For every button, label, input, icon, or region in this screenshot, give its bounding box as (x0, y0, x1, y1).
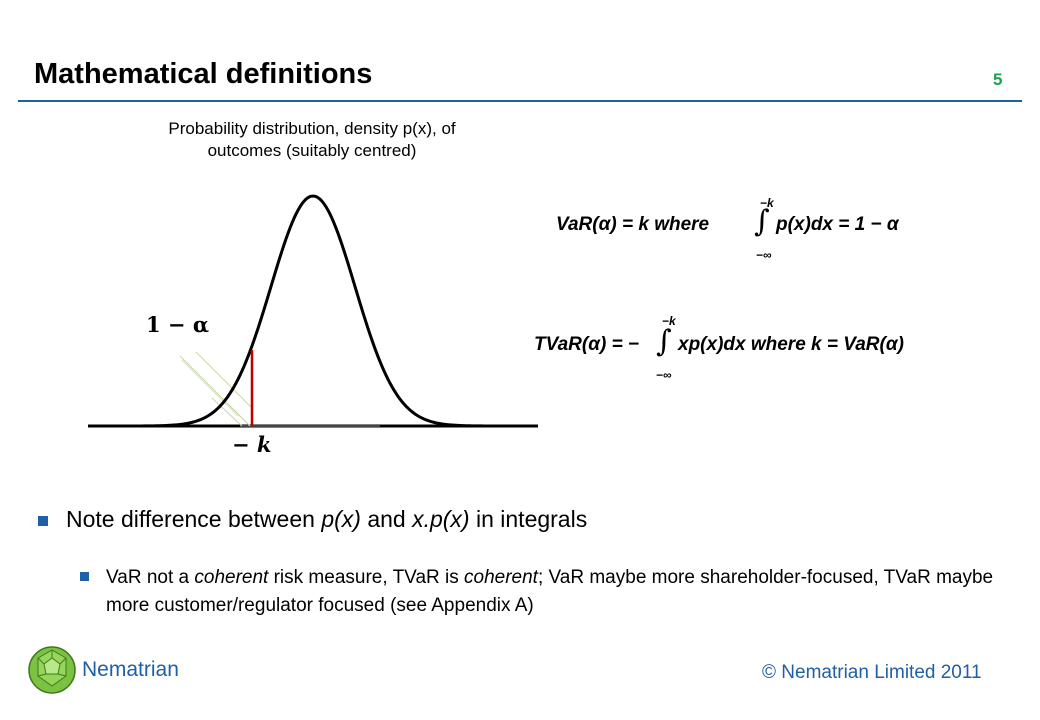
k-label: − k (232, 432, 271, 457)
integral-sign-tvar: ∫ (656, 324, 672, 359)
bullet-text-2: VaR not a coherent risk measure, TVaR is… (106, 567, 994, 616)
tvar-equation-lhs: TVaR(α) = − (534, 334, 640, 355)
copyright-notice: © Nematrian Limited 2011 (762, 662, 982, 683)
figure-caption: Probability distribution, density p(x), … (100, 118, 524, 162)
title-divider (18, 100, 1022, 102)
brand-name: Nematrian (82, 658, 179, 681)
bullet-marker-1 (38, 516, 48, 526)
bell-curve (88, 194, 538, 428)
nematrian-logo-icon (28, 646, 76, 694)
slide-number: 5 (993, 70, 1003, 89)
var-lower-limit: −∞ (756, 248, 772, 262)
var-upper-limit: −k (760, 196, 774, 210)
slide-title: Mathematical definitions (34, 58, 373, 90)
caption-line-1: Probability distribution, density p(x), … (168, 119, 456, 138)
tail-hatching (179, 351, 253, 427)
tvar-lower-limit: −∞ (656, 368, 672, 382)
tvar-upper-limit: −k (662, 314, 676, 328)
alpha-label: 1 − α (146, 312, 209, 337)
caption-line-2: outcomes (suitably centred) (207, 141, 417, 160)
tvar-equation-integrand: xp(x)dx where k = VaR(α) (678, 334, 904, 355)
var-equation-integrand: p(x)dx = 1 − α (776, 214, 899, 235)
bullet-marker-2 (80, 572, 89, 581)
bullet-text-1: Note difference between p(x) and x.p(x) … (66, 506, 588, 532)
integral-sign-var: ∫ (754, 204, 770, 239)
var-equation-lhs: VaR(α) = k where (556, 214, 710, 235)
